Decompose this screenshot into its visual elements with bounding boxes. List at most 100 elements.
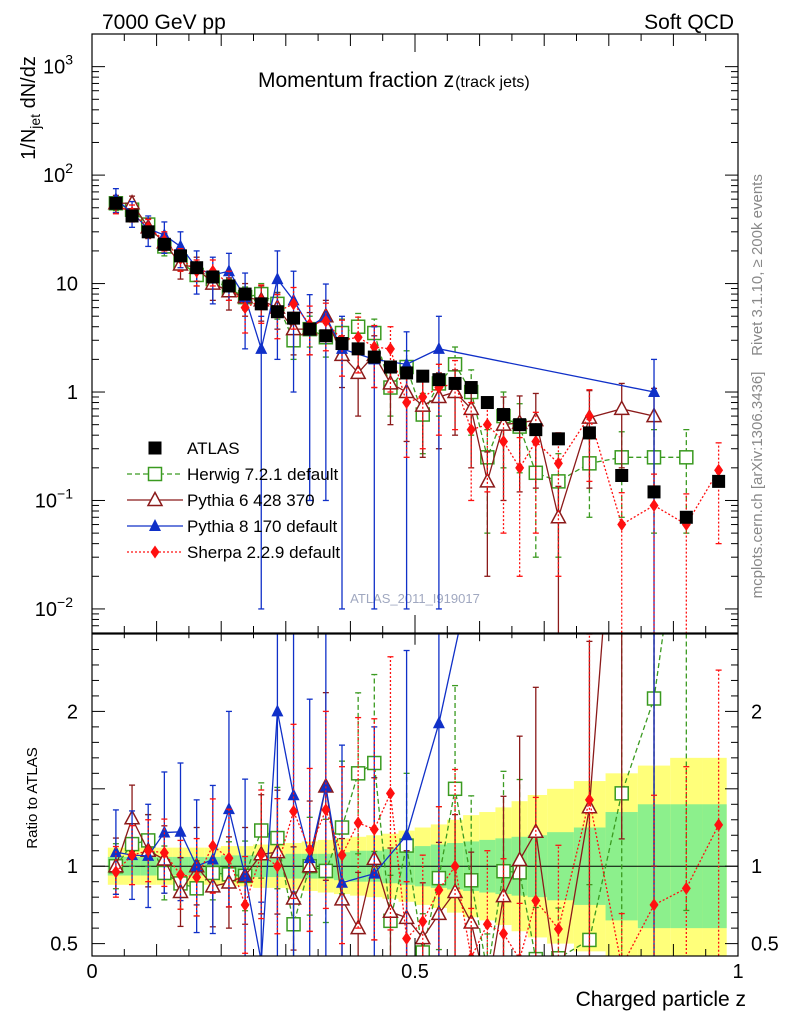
data-marker — [141, 225, 155, 239]
mcplots-label: mcplots.cern.ch [arXiv:1306.3436] — [749, 372, 766, 599]
legend-marker — [149, 519, 161, 531]
data-marker — [335, 337, 349, 351]
ratio-marker — [432, 716, 445, 729]
series-marker — [515, 461, 525, 475]
ratio-marker — [482, 917, 492, 931]
data-marker — [513, 418, 527, 432]
series-marker — [321, 314, 331, 328]
ratio-marker — [511, 850, 528, 867]
series-marker — [613, 399, 630, 416]
legend-entry: ATLAS — [148, 439, 240, 458]
ratio-tick-label-right: 1 — [751, 856, 762, 878]
data-marker — [647, 485, 661, 499]
series-marker — [418, 390, 428, 404]
ratio-marker — [158, 825, 171, 838]
data-marker — [174, 249, 188, 263]
series-marker — [584, 409, 594, 423]
ratio-tick-label-right: 2 — [751, 701, 762, 723]
x-tick-label: 1 — [732, 961, 743, 983]
ratio-marker — [551, 984, 565, 997]
series-marker — [499, 434, 509, 448]
ratio-marker — [385, 786, 395, 800]
data-marker — [190, 261, 204, 275]
ratio-marker — [303, 851, 316, 864]
header-right: Soft QCD — [644, 11, 734, 34]
ratio-marker — [681, 881, 691, 895]
ratio-tick-label-left: 1 — [67, 856, 78, 878]
ratio-marker — [553, 922, 563, 936]
ratio-marker — [222, 802, 235, 815]
ratio-marker — [499, 927, 509, 941]
series-marker — [466, 423, 476, 437]
legend: ATLAS Herwig 7.2.1 default Pythia 6 428 37… — [127, 439, 340, 562]
ratio-marker — [109, 845, 122, 858]
y-tick-label: 102 — [43, 160, 73, 187]
series-marker — [482, 418, 492, 432]
data-marker — [497, 408, 511, 422]
series-marker — [679, 450, 694, 465]
ratio-marker — [305, 843, 315, 857]
data-marker — [383, 360, 397, 374]
data-marker — [157, 237, 171, 251]
series-marker — [289, 297, 299, 311]
data-marker — [287, 311, 301, 325]
y-axis-label: 1/Njet dN/dz — [18, 56, 43, 160]
header-left: 7000 GeV pp — [102, 11, 226, 34]
x-tick-label: 0 — [86, 961, 97, 983]
y-tick-label: 1 — [67, 382, 78, 404]
data-marker — [238, 287, 252, 301]
data-marker — [303, 322, 317, 336]
series-marker — [353, 330, 363, 344]
ratio-tick-label-right: 0.5 — [751, 934, 779, 956]
legend-marker — [147, 466, 163, 482]
chart-title: Momentum fraction z(track jets) — [258, 69, 530, 92]
series-marker — [648, 385, 661, 398]
y-tick-label: 10−1 — [35, 485, 73, 512]
legend-label: Sherpa 2.2.9 default — [187, 543, 340, 562]
analysis-watermark: ATLAS_2011_I919017 — [350, 591, 480, 606]
ratio-tick-label-left: 0.5 — [50, 934, 78, 956]
ratio-marker — [402, 931, 412, 945]
data-marker — [125, 209, 139, 223]
data-marker — [529, 423, 543, 437]
ratio-marker — [337, 848, 347, 862]
ratio-marker — [400, 828, 413, 841]
ratio-marker — [239, 868, 252, 881]
series-marker — [402, 396, 412, 410]
ratio-marker — [714, 818, 724, 832]
ratio-marker — [319, 779, 332, 792]
ratio-marker — [206, 852, 219, 865]
main-series-layer — [107, 188, 726, 633]
data-marker — [679, 510, 693, 524]
data-marker — [109, 196, 123, 210]
data-marker — [464, 381, 478, 395]
data-marker — [615, 468, 629, 482]
ratio-marker — [531, 894, 541, 908]
legend-entry: Herwig 7.2.1 default — [127, 465, 338, 484]
ratio-marker — [369, 822, 379, 836]
ratio-marker — [190, 859, 203, 872]
data-marker — [416, 369, 430, 383]
legend-label: Herwig 7.2.1 default — [187, 465, 338, 484]
ratio-marker — [584, 793, 594, 807]
ratio-marker — [111, 865, 121, 879]
series-marker — [649, 498, 659, 512]
legend-marker — [148, 441, 162, 455]
series-marker — [617, 518, 627, 532]
data-marker — [582, 426, 596, 440]
data-marker — [400, 366, 414, 380]
data-marker — [432, 373, 446, 387]
legend-label: Pythia 8 170 default — [187, 517, 338, 536]
series-marker — [271, 272, 284, 285]
series-marker — [400, 357, 413, 370]
legend-label: ATLAS — [187, 439, 240, 458]
data-marker — [319, 329, 333, 343]
ratio-marker — [647, 239, 661, 252]
ratio-marker — [208, 839, 218, 853]
data-marker — [367, 350, 381, 364]
ratio-marker — [176, 868, 186, 882]
ratio-marker — [272, 859, 282, 873]
y-tick-label: 10−2 — [35, 594, 73, 621]
ratio-marker — [434, 883, 444, 897]
